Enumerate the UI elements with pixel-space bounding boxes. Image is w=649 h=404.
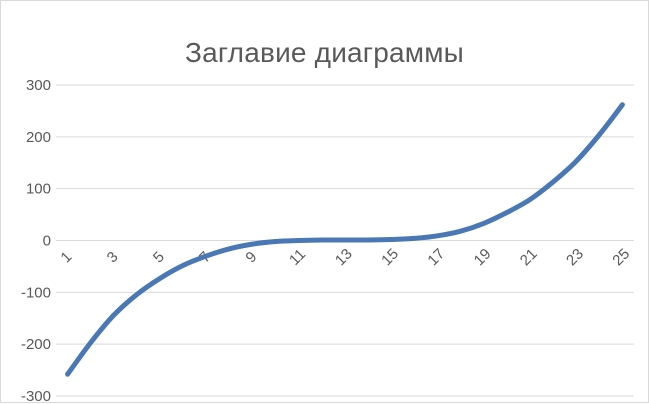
x-tick-label: 9	[242, 248, 260, 266]
x-tick-label: 19	[471, 245, 495, 269]
y-tick-label: 0	[43, 233, 51, 250]
y-tick-label: 200	[26, 129, 51, 146]
x-tick-label: 15	[378, 245, 402, 269]
y-tick-label: -200	[21, 336, 51, 353]
series-line-0	[65, 102, 625, 377]
y-axis-tick-labels: 300 200 100 0 -100 -200 -300	[21, 77, 51, 404]
chart-title: Заглавие диаграммы	[185, 37, 464, 68]
y-tick-label: 300	[26, 77, 51, 94]
y-tick-label: 100	[26, 181, 51, 198]
x-tick-label: 1	[57, 248, 75, 266]
x-tick-label: 21	[517, 245, 541, 269]
x-tick-label: 3	[104, 248, 122, 266]
x-tick-label: 13	[332, 245, 356, 269]
x-tick-label: 23	[563, 245, 587, 269]
series-group	[65, 102, 625, 377]
x-tick-label: 17	[424, 245, 448, 269]
gridlines	[56, 84, 634, 397]
y-tick-label: -300	[21, 388, 51, 404]
x-tick-label: 11	[286, 246, 309, 269]
y-tick-label: -100	[21, 284, 51, 301]
x-axis-tick-labels: 1 3 5 7 9 11 13 15 17 19 21 23 25	[57, 245, 633, 269]
x-tick-label: 5	[150, 248, 168, 266]
x-tick-label: 25	[609, 245, 633, 269]
